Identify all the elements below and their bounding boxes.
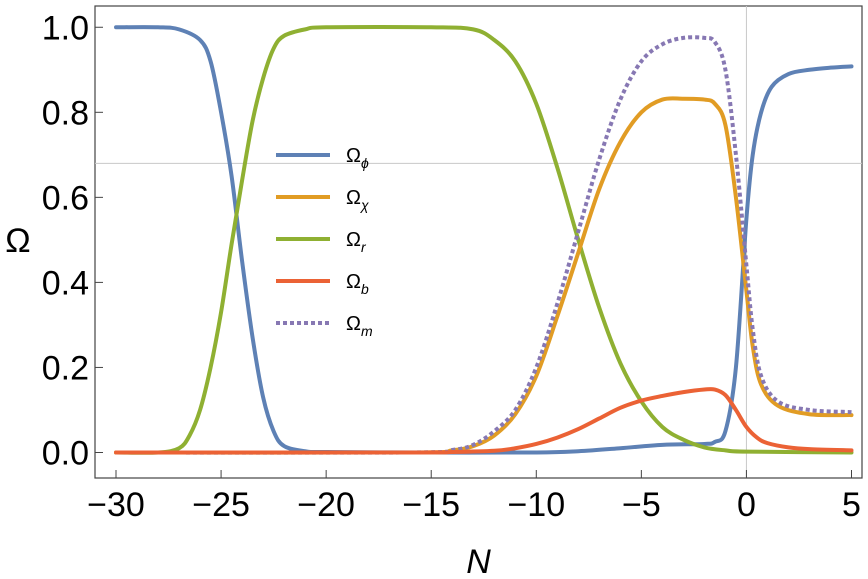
x-axis-ticks: −30 −25 −20 −15 −10 −5 0 5 (87, 470, 861, 524)
legend-label: Ωχ (346, 187, 369, 213)
series-line-omega-0 (114, 25, 854, 455)
plot-frame-border (94, 5, 863, 479)
legend: Ωϕ Ωχ Ωr Ωb Ωm (276, 145, 373, 339)
x-tick-label: −20 (297, 486, 355, 524)
series-line-omega-2 (114, 24, 854, 455)
x-tick-label: −5 (622, 486, 661, 524)
y-axis-label: Ω (5, 222, 30, 260)
plot-frame (94, 5, 863, 479)
y-axis-ticks: 0.0 0.2 0.4 0.6 0.8 1.0 (42, 9, 103, 472)
series-layer (114, 24, 854, 455)
legend-label: Ωm (346, 313, 373, 339)
reference-lines (95, 6, 862, 478)
x-tick-label: −10 (507, 486, 565, 524)
x-tick-label: −15 (402, 486, 460, 524)
y-tick-label: 0.6 (42, 179, 89, 217)
x-tick-label: 0 (737, 486, 756, 524)
x-tick-label: −25 (192, 486, 250, 524)
y-tick-label: 0.4 (42, 264, 89, 302)
series-line-omega-4 (116, 35, 852, 455)
legend-label: Ωb (346, 271, 369, 297)
legend-label: Ωr (346, 229, 367, 255)
series-line-omega-3 (114, 387, 854, 455)
y-tick-label: 1.0 (42, 9, 89, 47)
legend-label: Ωϕ (346, 145, 369, 171)
y-tick-label: 0.0 (42, 434, 89, 472)
y-tick-label: 0.2 (42, 349, 89, 387)
x-tick-label: 5 (842, 486, 861, 524)
x-tick-label: −30 (87, 486, 145, 524)
y-tick-label: 0.8 (42, 94, 89, 132)
x-axis-label: N (466, 543, 491, 579)
